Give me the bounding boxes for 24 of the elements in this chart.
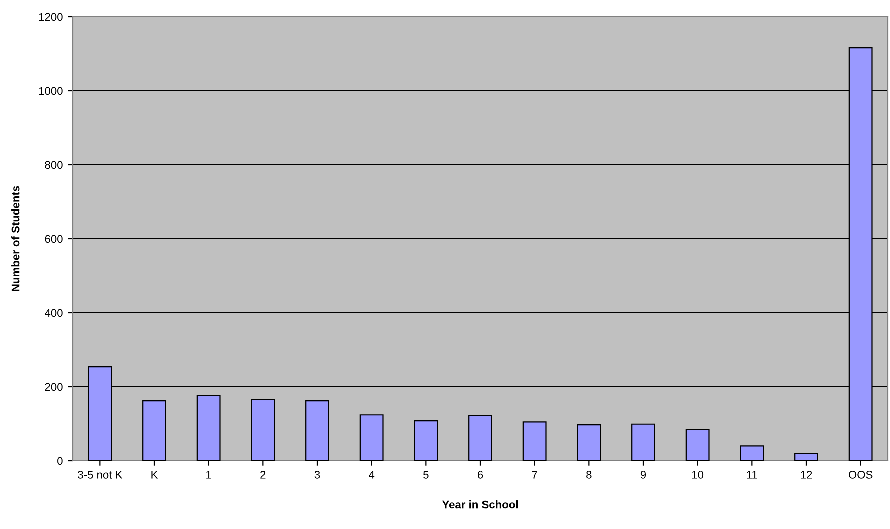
x-tick-label: 3	[314, 471, 320, 479]
x-tick-label: 9	[640, 471, 646, 479]
x-tick-label: 11	[747, 471, 758, 479]
y-tick-label: 1000	[39, 87, 63, 96]
y-tick-label: 1200	[39, 13, 63, 22]
x-tick-label: 12	[801, 471, 812, 479]
x-tick-label: 1	[206, 471, 212, 479]
y-tick-label: 200	[45, 383, 63, 392]
x-axis-title: Year in School	[442, 500, 518, 509]
x-tick-label: OOS	[849, 471, 873, 479]
y-tick-label: 400	[44, 309, 63, 318]
y-tick-label: 800	[45, 161, 63, 170]
x-tick-label: 10	[692, 471, 704, 479]
x-tick-label: 3-5 not K	[78, 471, 123, 479]
x-tick-label: 5	[424, 471, 429, 479]
x-tick-label: K	[152, 471, 158, 479]
x-tick-label: 4	[369, 471, 375, 479]
x-tick-label: 8	[586, 471, 592, 479]
x-tick-label: 2	[260, 471, 266, 479]
x-tick-label: 7	[532, 471, 538, 479]
x-tick-label: 6	[478, 471, 484, 479]
y-tick-label: 0	[58, 457, 63, 466]
y-axis-title: Number of Students	[12, 186, 20, 292]
y-tick-label: 600	[45, 235, 63, 244]
